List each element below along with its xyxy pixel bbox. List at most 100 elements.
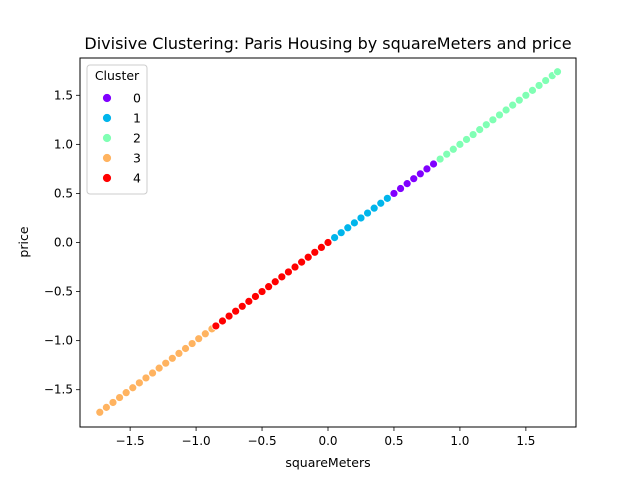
scatter-point-cluster-3 — [141, 373, 151, 383]
x-axis-ticks: −1.5 −1.0 −0.5 0.0 0.5 1.0 1.5 — [116, 427, 535, 448]
x-tick-label: 1.0 — [450, 434, 469, 448]
scatter-point-cluster-2 — [553, 67, 562, 77]
scatter-point-cluster-0 — [415, 169, 425, 179]
scatter-point-cluster-3 — [115, 393, 124, 402]
scatter-point-cluster-4 — [323, 238, 333, 247]
scatter-point-cluster-2 — [541, 76, 551, 85]
scatter-point-cluster-3 — [121, 388, 131, 398]
y-tick-label: −0.5 — [44, 285, 73, 299]
scatter-point-cluster-4 — [270, 277, 280, 287]
y-axis-ticks: −1.5 −1.0 −0.5 0.0 0.5 1.0 1.5 — [44, 88, 80, 397]
scatter-point-cluster-3 — [194, 334, 204, 344]
scatter-point-cluster-1 — [349, 218, 359, 228]
legend-label-cluster-4: 4 — [133, 171, 141, 186]
x-tick-label: −0.5 — [247, 434, 276, 448]
scatter-point-cluster-3 — [174, 348, 184, 358]
x-axis-label: squareMeters — [285, 455, 370, 470]
scatter-point-cluster-2 — [442, 149, 452, 159]
scatter-point-cluster-1 — [382, 193, 392, 203]
scatter-point-cluster-2 — [534, 81, 544, 90]
x-tick-label: 0.5 — [384, 434, 403, 448]
y-tick-label: −1.0 — [44, 334, 73, 348]
legend-items: 0 1 2 3 4 — [102, 91, 141, 186]
scatter-point-cluster-2 — [514, 95, 524, 105]
scatter-point-cluster-2 — [448, 144, 458, 154]
scatter-point-cluster-1 — [363, 208, 372, 218]
legend-label-cluster-3: 3 — [133, 151, 141, 166]
scatter-point-cluster-2 — [468, 130, 478, 139]
x-tick-label: 1.5 — [516, 434, 535, 448]
chart-title: Divisive Clustering: Paris Housing by sq… — [84, 34, 571, 53]
scatter-point-cluster-3 — [128, 383, 138, 393]
scatter-point-cluster-4 — [257, 287, 267, 296]
scatter-point-cluster-1 — [336, 228, 346, 238]
scatter-point-cluster-4 — [290, 262, 300, 272]
scatter-point-cluster-1 — [369, 203, 379, 213]
scatter-point-cluster-0 — [409, 174, 419, 184]
x-tick-label: 0.0 — [318, 434, 337, 448]
scatter-point-cluster-4 — [231, 306, 241, 316]
y-axis-label: price — [16, 226, 31, 257]
scatter-point-cluster-3 — [95, 407, 105, 417]
scatter-point-cluster-2 — [521, 90, 531, 100]
legend-marker-cluster-0 — [102, 93, 112, 103]
scatter-point-cluster-4 — [211, 321, 221, 331]
scatter-point-cluster-1 — [330, 233, 340, 242]
scatter-point-cluster-2 — [462, 135, 471, 144]
scatter-point-cluster-2 — [488, 115, 498, 125]
scatter-point-cluster-2 — [501, 105, 511, 115]
scatter-point-cluster-4 — [316, 243, 326, 252]
scatter-point-cluster-2 — [495, 110, 504, 120]
scatter-point-cluster-4 — [218, 316, 227, 326]
legend-marker-cluster-3 — [102, 153, 112, 163]
scatter-point-cluster-1 — [356, 213, 366, 223]
scatter-point-cluster-1 — [343, 223, 353, 233]
scatter-point-cluster-4 — [224, 311, 234, 321]
legend-marker-cluster-4 — [102, 173, 112, 183]
y-tick-label: −1.5 — [44, 383, 73, 397]
scatter-point-cluster-4 — [284, 267, 293, 277]
legend-label-cluster-1: 1 — [133, 111, 141, 126]
scatter-point-cluster-1 — [376, 198, 386, 208]
y-tick-label: 1.0 — [54, 137, 73, 151]
scatter-point-cluster-3 — [181, 344, 190, 353]
scatter-point-cluster-3 — [187, 339, 197, 348]
scatter-point-cluster-0 — [402, 179, 412, 189]
scatter-point-cluster-0 — [429, 159, 438, 169]
scatter-point-cluster-3 — [101, 402, 111, 412]
legend-marker-cluster-2 — [102, 133, 112, 143]
scatter-point-cluster-2 — [508, 100, 518, 110]
scatter-point-cluster-3 — [200, 329, 210, 339]
scatter-point-cluster-4 — [303, 252, 313, 262]
y-tick-label: 1.5 — [54, 88, 73, 102]
x-tick-label: −1.0 — [182, 434, 211, 448]
scatter-point-cluster-2 — [528, 85, 537, 95]
scatter-point-cluster-0 — [396, 184, 405, 193]
scatter-point-cluster-2 — [481, 120, 491, 130]
scatter-point-cluster-2 — [435, 154, 445, 164]
y-tick-label: 0.5 — [54, 186, 73, 200]
scatter-point-cluster-4 — [297, 257, 307, 267]
legend-title: Cluster — [95, 68, 140, 83]
legend-box — [86, 64, 148, 195]
scatter-point-cluster-3 — [167, 353, 177, 363]
scatter-point-cluster-3 — [161, 358, 171, 368]
scatter-point-cluster-4 — [277, 272, 287, 282]
plot-points — [95, 67, 562, 417]
scatter-point-cluster-4 — [244, 296, 254, 306]
legend-label-cluster-0: 0 — [133, 91, 141, 106]
legend-marker-cluster-1 — [102, 113, 112, 123]
scatter-point-cluster-3 — [148, 368, 157, 378]
x-tick-label: −1.5 — [116, 434, 145, 448]
scatter-point-cluster-2 — [475, 125, 485, 135]
scatter-point-cluster-3 — [154, 363, 164, 373]
scatter-point-cluster-4 — [310, 247, 320, 257]
scatter-point-cluster-3 — [134, 378, 144, 388]
y-tick-label: 0.0 — [54, 236, 73, 250]
legend: Cluster 0 1 2 3 4 — [86, 64, 148, 195]
scatter-point-cluster-0 — [422, 164, 432, 174]
scatter-point-cluster-4 — [251, 292, 260, 301]
scatter-point-cluster-2 — [455, 139, 465, 149]
scatter-point-cluster-4 — [264, 282, 274, 292]
